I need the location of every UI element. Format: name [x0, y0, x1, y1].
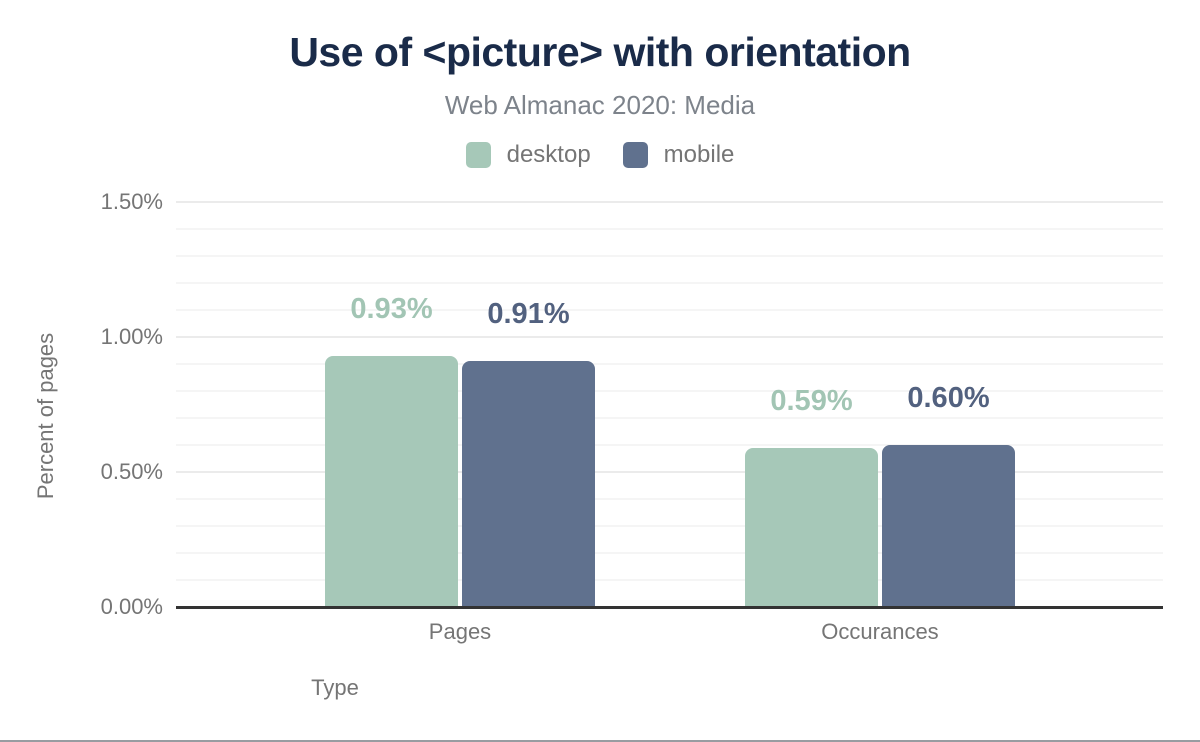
minor-gridline — [176, 552, 1163, 554]
desktop-bar-pages — [325, 356, 458, 607]
screenshot-bottom-border — [0, 740, 1200, 742]
minor-gridline — [176, 417, 1163, 419]
desktop-bar-occurances — [745, 448, 878, 607]
minor-gridline — [176, 525, 1163, 527]
minor-gridline — [176, 363, 1163, 365]
major-gridline — [176, 471, 1163, 473]
mobile-series-swatch-icon — [622, 142, 648, 168]
mobile-bar-pages — [462, 361, 595, 607]
y-tick-label: 0.50% — [100, 459, 163, 484]
desktop-value-label-occurances: 0.59% — [770, 385, 853, 417]
minor-gridline — [176, 255, 1163, 257]
minor-gridline — [176, 498, 1163, 500]
legend-item-mobile: mobile — [622, 141, 735, 168]
chart-subtitle: Web Almanac 2020: Media — [444, 90, 756, 120]
y-axis-title: Percent of pages — [33, 332, 58, 500]
y-tick-label: 1.00% — [100, 324, 163, 349]
minor-gridline — [176, 228, 1163, 230]
x-axis-line — [176, 606, 1163, 609]
minor-gridline — [176, 282, 1163, 284]
minor-gridline — [176, 444, 1163, 446]
mobile-bar-occurances — [882, 445, 1015, 607]
x-tick-label-occurances: Occurances — [821, 619, 939, 644]
legend: desktop mobile — [0, 141, 1200, 169]
legend-item-desktop: desktop — [465, 141, 591, 168]
mobile-value-label-pages: 0.91% — [487, 298, 570, 330]
x-axis-title: Type — [311, 675, 359, 700]
y-tick-label: 1.50% — [100, 189, 163, 214]
legend-label-desktop: desktop — [506, 141, 591, 168]
legend-label-mobile: mobile — [663, 141, 735, 168]
y-tick-label: 0.00% — [100, 594, 163, 619]
minor-gridline — [176, 579, 1163, 581]
minor-gridline — [176, 309, 1163, 311]
mobile-value-label-occurances: 0.60% — [907, 382, 990, 414]
minor-gridline — [176, 390, 1163, 392]
desktop-value-label-pages: 0.93% — [350, 293, 433, 325]
major-gridline — [176, 201, 1163, 203]
chart-title: Use of <picture> with orientation — [289, 29, 911, 75]
desktop-series-swatch-icon — [465, 142, 491, 168]
major-gridline — [176, 336, 1163, 338]
x-tick-label-pages: Pages — [428, 619, 492, 644]
